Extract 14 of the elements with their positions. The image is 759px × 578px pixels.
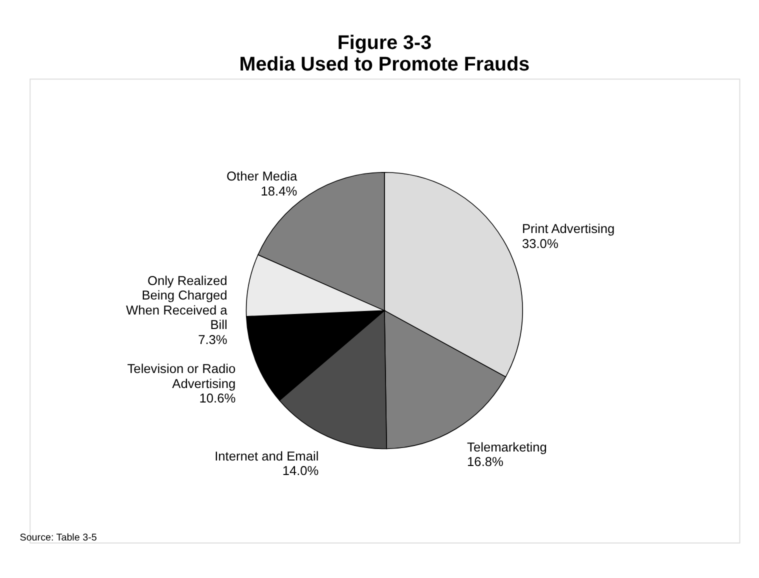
slice-label: Internet and Email	[214, 448, 319, 464]
data-label: 33.0%	[522, 236, 558, 251]
data-label: 14.0%	[282, 463, 319, 478]
slice-label: Telemarketing	[467, 439, 547, 454]
slice-label: Television or Radio Advertising	[127, 361, 236, 391]
chart-title: Figure 3-3 Media Used to Promote Frauds	[239, 32, 530, 76]
slice-label: Only Realized Being Charged When Received a Bill	[126, 272, 228, 332]
data-label: 7.3%	[198, 332, 228, 348]
source-note: Source: Table 3-5	[20, 532, 98, 544]
slice-label: Other Media	[226, 168, 298, 184]
data-label: 18.4%	[260, 183, 298, 198]
slice-label: Print Advertising	[522, 220, 615, 236]
data-label: 16.8%	[467, 454, 504, 470]
data-label: 10.6%	[199, 390, 236, 406]
